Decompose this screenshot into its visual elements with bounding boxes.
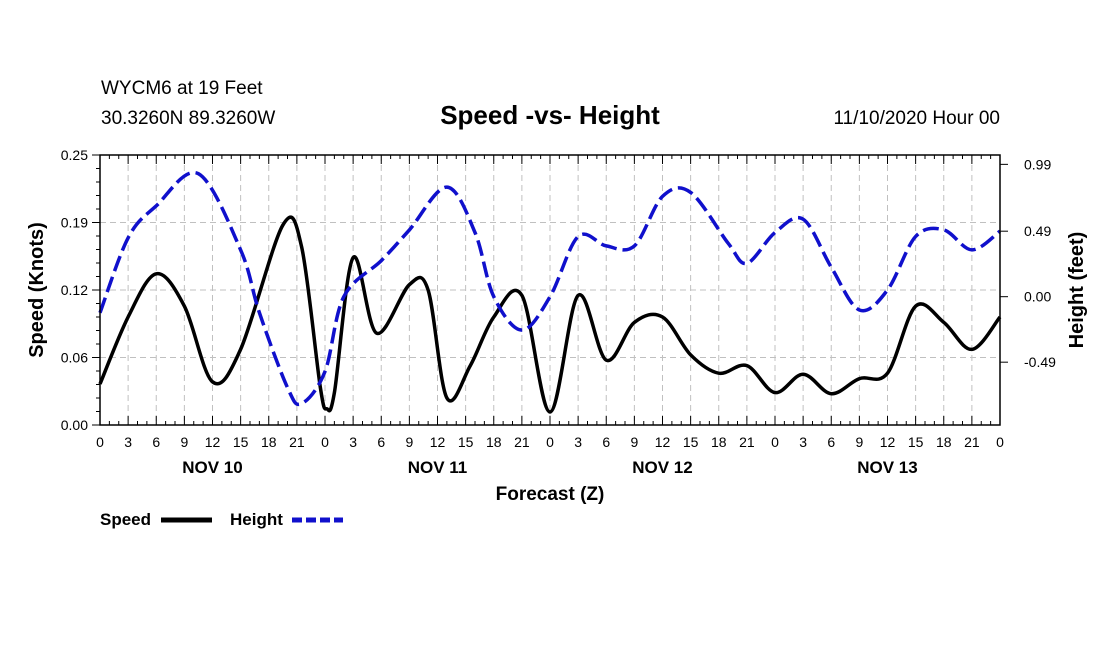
- x-tick-label: 6: [602, 434, 610, 450]
- y-right-tick-label: 0.00: [1024, 289, 1051, 305]
- x-day-label: NOV 10: [182, 458, 242, 477]
- x-tick-label: 21: [739, 434, 755, 450]
- x-tick-label: 3: [799, 434, 807, 450]
- series-line-speed: [98, 215, 1002, 414]
- y-left-tick-label: 0.00: [61, 417, 88, 433]
- x-tick-label: 21: [289, 434, 305, 450]
- x-tick-label: 6: [377, 434, 385, 450]
- axis-ticks: [92, 154, 1008, 426]
- station-line: WYCM6 at 19 Feet: [101, 78, 263, 99]
- x-tick-label: 9: [180, 434, 188, 450]
- x-tick-label: 18: [486, 434, 502, 450]
- x-tick-label: 15: [233, 434, 249, 450]
- x-tick-label: 12: [880, 434, 896, 450]
- x-tick-label: 12: [430, 434, 446, 450]
- chart-title: Speed -vs- Height: [440, 100, 660, 130]
- x-tick-label: 0: [771, 434, 779, 450]
- x-tick-label: 9: [855, 434, 863, 450]
- x-tick-label: 0: [321, 434, 329, 450]
- axis-tick-labels: 0 3 6 9 12 15 18 21 0 3 6 9 12 15 18 21 0 3 6 9 12 15 18 21 0 3 6 9…: [61, 147, 1056, 477]
- x-tick-label: 9: [405, 434, 413, 450]
- legend-height-label: Height: [230, 510, 283, 529]
- x-day-label: NOV 13: [857, 458, 917, 477]
- coords-line: 30.3260N 89.3260W: [101, 108, 275, 129]
- y-right-tick-label: -0.49: [1024, 354, 1056, 370]
- x-tick-label: 6: [827, 434, 835, 450]
- x-tick-label: 3: [349, 434, 357, 450]
- x-tick-label: 18: [711, 434, 727, 450]
- x-tick-label: 18: [936, 434, 952, 450]
- y-left-tick-label: 0.12: [61, 282, 88, 298]
- x-tick-label: 0: [546, 434, 554, 450]
- x-tick-label: 9: [630, 434, 638, 450]
- series-line-height: [98, 170, 1002, 407]
- x-tick-label: 0: [996, 434, 1004, 450]
- y-axis-right-title: Height (feet): [1066, 232, 1088, 349]
- y-right-tick-label: 0.49: [1024, 223, 1051, 239]
- x-tick-label: 15: [683, 434, 699, 450]
- x-tick-label: 12: [205, 434, 221, 450]
- x-day-label: NOV 11: [408, 458, 468, 477]
- grid-lines: [100, 155, 1000, 425]
- y-left-tick-label: 0.06: [61, 350, 88, 366]
- y-right-tick-label: 0.99: [1024, 156, 1051, 172]
- x-day-label: NOV 12: [632, 458, 692, 477]
- run-line: 11/10/2020 Hour 00: [833, 108, 1000, 129]
- x-axis-title: Forecast (Z): [496, 484, 605, 505]
- y-axis-left-title: Speed (Knots): [26, 222, 48, 358]
- x-tick-label: 18: [261, 434, 277, 450]
- x-tick-label: 0: [96, 434, 104, 450]
- x-tick-label: 21: [964, 434, 980, 450]
- series-layer: [98, 170, 1002, 414]
- x-tick-label: 3: [574, 434, 582, 450]
- y-left-tick-label: 0.19: [61, 215, 88, 231]
- x-tick-label: 12: [655, 434, 671, 450]
- x-tick-label: 15: [458, 434, 474, 450]
- x-tick-label: 3: [124, 434, 132, 450]
- x-tick-label: 15: [908, 434, 924, 450]
- x-tick-label: 6: [152, 434, 160, 450]
- legend: Speed Height: [100, 510, 343, 529]
- legend-speed-label: Speed: [100, 510, 151, 529]
- y-left-tick-label: 0.25: [61, 147, 88, 163]
- x-tick-label: 21: [514, 434, 530, 450]
